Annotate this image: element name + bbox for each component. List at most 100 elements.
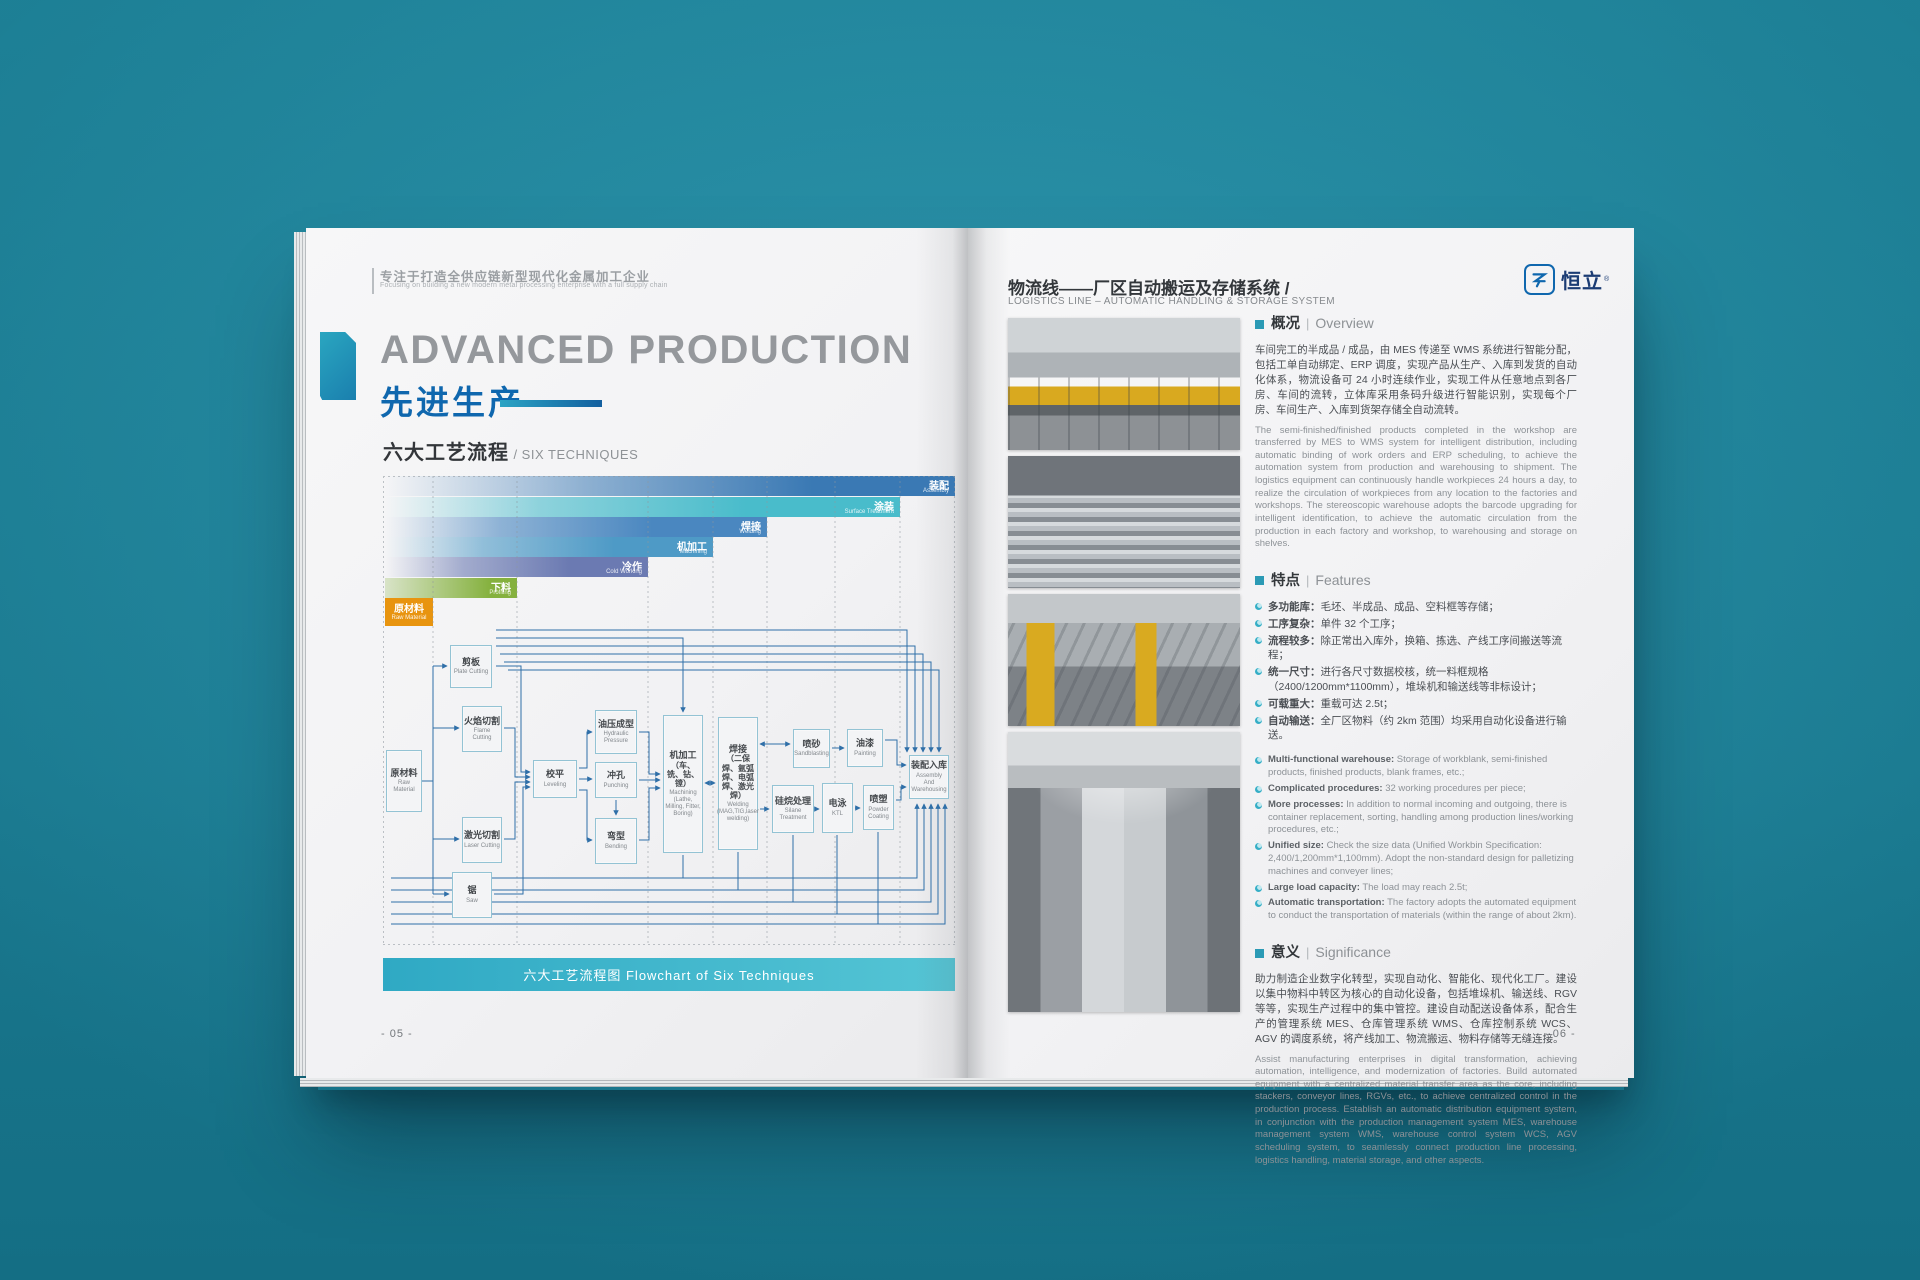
step-label-en: Assembly: [922, 488, 949, 494]
page-title-en: ADVANCED PRODUCTION: [380, 328, 913, 372]
tagline-divider: [372, 268, 374, 294]
feature-item: Multi-functional warehouse: Storage of w…: [1255, 754, 1577, 780]
feature-item: 可载重大：重载可达 2.5t；: [1255, 697, 1577, 711]
photo-warehouse-aisle: [1008, 732, 1240, 1012]
step-label-en: Raw Material: [391, 615, 427, 621]
step-bar-raw-material: 原材料 Raw Material: [385, 598, 433, 626]
feature-item: 统一尺寸：进行各尺寸数据校核，统一料框规格（2400/1200mm*1100mm…: [1255, 665, 1577, 693]
feature-item: 自动输送：全厂区物料（约 2km 范围）均采用自动化设备进行输送。: [1255, 714, 1577, 742]
flowchart-caption: 六大工艺流程图 Flowchart of Six Techniques: [523, 968, 815, 983]
step-label-en: Machining: [679, 549, 707, 555]
page-stack-bottom-edge: [300, 1078, 1628, 1087]
step-bar-machining: 机加工 Machining: [385, 537, 713, 557]
feature-item: Automatic transportation: The factory ad…: [1255, 897, 1577, 923]
feature-item: 流程较多：除正常出入库外，换箱、拣选、产线工序间搬送等流程；: [1255, 634, 1577, 662]
heading-divider: |: [1306, 945, 1310, 961]
flow-node-powder-coating: 喷塑 Powder Coating: [863, 785, 894, 830]
right-page: 恒立 ® 物流线——厂区自动搬运及存储系统 / LOGISTICS LINE –…: [968, 228, 1634, 1166]
photo-steel-profiles-conveyor: [1008, 456, 1240, 588]
photo-pallet-conveyor-line: [1008, 594, 1240, 726]
flow-node-leveling: 校平 Leveling: [533, 760, 577, 798]
flow-node-assembly-warehousing: 装配入库 Assembly And Warehousing: [909, 755, 949, 799]
page-number-left: - 05 -: [381, 1028, 413, 1040]
step-label-en: Welding: [739, 529, 761, 535]
feature-item: 工序复杂：单件 32 个工序；: [1255, 617, 1577, 631]
six-techniques-flowchart: 装配 Assembly 涂装 Surface Treatment 焊接 Weld…: [383, 476, 955, 945]
heading-divider: |: [1306, 572, 1310, 588]
overview-heading: 概况 | Overview: [1255, 312, 1577, 336]
flow-node-laser-cutting: 激光切割 Laser Cutting: [462, 817, 502, 863]
flowchart-caption-bar: 六大工艺流程图 Flowchart of Six Techniques: [383, 958, 955, 991]
feature-item: More processes: In addition to normal in…: [1255, 799, 1577, 837]
step-bar-assembly: 装配 Assembly: [385, 476, 955, 496]
flow-node-hydraulic-pressure: 油压成型 Hydraulic Pressure: [595, 710, 637, 754]
step-bar-surface-treatment: 涂装 Surface Treatment: [385, 497, 900, 517]
heading-divider: |: [1306, 316, 1310, 331]
flow-node-flame-cutting: 火焰切割 Flame Cutting: [462, 706, 502, 752]
photo-workshop-racking-bay: [1008, 318, 1240, 450]
significance-paragraph-zh: 助力制造企业数字化转型，实现自动化、智能化、现代化工厂。建设以集中物料中转区为核…: [1255, 973, 1577, 1045]
section-heading: 六大工艺流程 / SIX TECHNIQUES: [383, 436, 638, 465]
step-label-en: Surface Treatment: [844, 509, 894, 515]
flow-node-sandblasting: 喷砂 Sandblasting: [793, 729, 830, 768]
features-heading: 特点 | Features: [1255, 569, 1577, 593]
significance-title-zh: 意义: [1271, 945, 1300, 962]
flow-node-punching: 冲孔 Punching: [595, 762, 637, 798]
text-column: 概况 | Overview 车间完工的半成品 / 成品，由 MES 传递至 WM…: [1255, 312, 1577, 1167]
flow-node-silane-treatment: 硅烷处理 Silane Treatment: [772, 785, 814, 833]
overview-paragraph-zh: 车间完工的半成品 / 成品，由 MES 传递至 WMS 系统进行智能分配，包括工…: [1255, 344, 1577, 416]
title-accent-tab: [320, 332, 356, 400]
section-square-icon: [1255, 576, 1264, 586]
page-number-right: - 06 -: [1544, 1028, 1576, 1040]
section-square-icon: [1255, 319, 1264, 329]
feature-item: 多功能库：毛坯、半成品、成品、空料框等存储；: [1255, 600, 1577, 614]
right-page-title-en: LOGISTICS LINE – AUTOMATIC HANDLING & ST…: [1008, 296, 1335, 307]
overview-title-en: Overview: [1315, 315, 1374, 331]
flow-node-welding: 焊接 （二保焊、氩弧焊、电弧焊、激光焊） Welding (MAG,TIG,lase…: [717, 717, 759, 850]
step-bar-welding: 焊接 Welding: [385, 517, 767, 537]
flow-node-ktl: 电泳 KTL: [822, 783, 853, 833]
features-title-zh: 特点: [1271, 572, 1300, 589]
registered-mark: ®: [1604, 276, 1610, 283]
significance-paragraph-en: Assist manufacturing enterprises in digi…: [1255, 1053, 1577, 1166]
features-title-en: Features: [1315, 571, 1371, 588]
step-bar-profiling: 下料 Profiling: [385, 578, 517, 598]
hengli-logo-icon: [1524, 264, 1555, 295]
section-square-icon: [1255, 948, 1264, 958]
section-heading-en: / SIX TECHNIQUES: [513, 447, 639, 462]
section-heading-zh: 六大工艺流程: [383, 442, 509, 464]
step-label-en: Cold Working: [606, 569, 642, 575]
brand-name: 恒立: [1561, 271, 1603, 293]
left-page: 专注于打造全供应链新型现代化金属加工企业 Focusing on buildin…: [306, 228, 968, 1078]
flow-node-raw-material: 原材料 Raw Material: [386, 750, 422, 812]
overview-paragraph-en: The semi-finished/finished products comp…: [1255, 424, 1577, 550]
brand-logo: 恒立 ®: [1524, 264, 1609, 295]
features-list-en: Multi-functional warehouse: Storage of w…: [1255, 754, 1577, 923]
step-label-zh: 涂装: [874, 502, 894, 513]
title-underline: [500, 400, 602, 407]
tagline-zh: 专注于打造全供应链新型现代化金属加工企业: [380, 270, 651, 284]
flowchart-connectors: [383, 476, 955, 945]
right-page-title-zh: 物流线——厂区自动搬运及存储系统 /: [1008, 279, 1290, 298]
feature-item: Complicated procedures: 32 working proce…: [1255, 783, 1577, 796]
significance-heading: 意义 | Significance: [1255, 941, 1577, 965]
flow-node-bending: 弯型 Bending: [595, 818, 637, 864]
flow-node-painting: 油漆 Painting: [847, 729, 883, 767]
photo-column: [1008, 318, 1240, 1018]
flow-node-machining: 机加工 （车、铣、钻、镗） Machining (Lathe, Milling, F…: [663, 715, 703, 853]
step-label-zh: 原材料: [394, 604, 424, 615]
feature-item: Large load capacity: The load may reach …: [1255, 882, 1577, 895]
features-list-zh: 多功能库：毛坯、半成品、成品、空料框等存储； 工序复杂：单件 32 个工序； 流…: [1255, 600, 1577, 743]
step-label-zh: 下料: [491, 583, 511, 594]
tagline-en: Focusing on building a new modern metal …: [380, 282, 668, 289]
page-title-zh: 先进生产: [380, 384, 524, 421]
step-label-zh: 装配: [929, 481, 949, 492]
feature-item: Unified size: Check the size data (Unifi…: [1255, 840, 1577, 878]
page-stack-left-edge: [294, 232, 306, 1076]
flow-node-plate-cutting: 剪板 Plate Cutting: [450, 645, 492, 688]
flow-node-saw: 锯 Saw: [452, 872, 492, 918]
step-label-zh: 冷作: [622, 562, 642, 573]
significance-title-en: Significance: [1315, 944, 1391, 961]
overview-title-zh: 概况: [1271, 316, 1300, 332]
step-label-en: Profiling: [489, 590, 511, 596]
